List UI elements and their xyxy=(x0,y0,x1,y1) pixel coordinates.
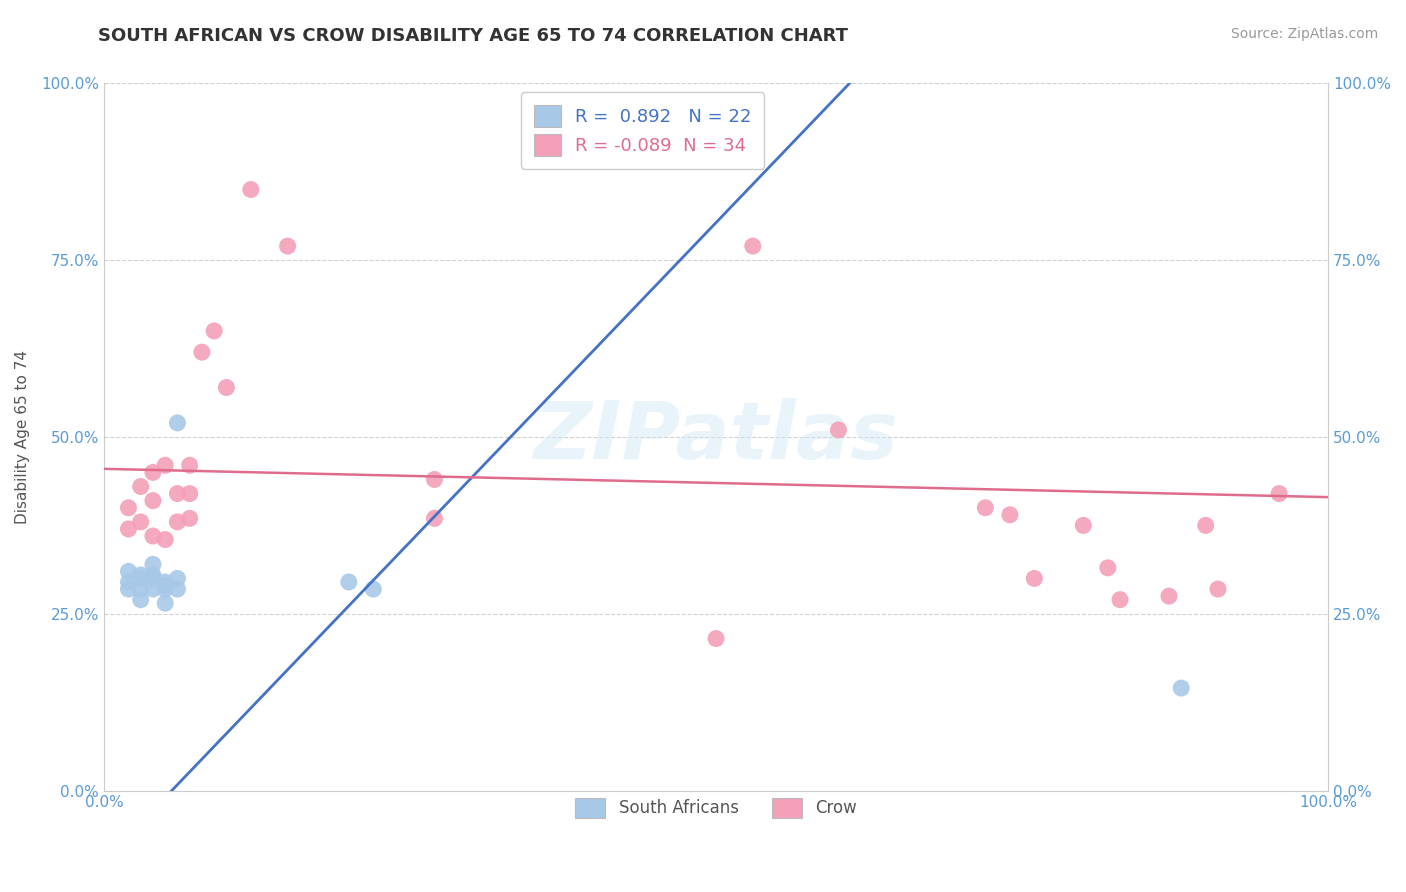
Point xyxy=(166,582,188,596)
Point xyxy=(153,574,176,589)
Point xyxy=(202,324,225,338)
Point xyxy=(1109,592,1132,607)
Point xyxy=(129,571,152,585)
Point xyxy=(129,479,152,493)
Point xyxy=(142,466,165,480)
Point xyxy=(704,632,727,646)
Point xyxy=(153,458,176,473)
Point xyxy=(1268,486,1291,500)
Point xyxy=(153,596,176,610)
Point xyxy=(361,582,384,596)
Point xyxy=(142,558,165,572)
Point xyxy=(1157,589,1180,603)
Point xyxy=(142,493,165,508)
Point xyxy=(142,529,165,543)
Point xyxy=(117,582,139,596)
Point xyxy=(142,568,165,582)
Point xyxy=(179,486,201,500)
Point xyxy=(166,515,188,529)
Point xyxy=(153,578,176,592)
Y-axis label: Disability Age 65 to 74: Disability Age 65 to 74 xyxy=(15,350,30,524)
Point xyxy=(741,239,763,253)
Point xyxy=(166,571,188,585)
Point xyxy=(215,380,238,394)
Point xyxy=(117,565,139,579)
Point xyxy=(423,511,446,525)
Point xyxy=(1195,518,1218,533)
Point xyxy=(1206,582,1229,596)
Point xyxy=(998,508,1021,522)
Point xyxy=(129,592,152,607)
Point xyxy=(142,571,165,585)
Point xyxy=(129,568,152,582)
Point xyxy=(277,239,299,253)
Point xyxy=(191,345,214,359)
Point xyxy=(153,582,176,596)
Point xyxy=(117,522,139,536)
Point xyxy=(142,571,165,585)
Point xyxy=(166,416,188,430)
Text: SOUTH AFRICAN VS CROW DISABILITY AGE 65 TO 74 CORRELATION CHART: SOUTH AFRICAN VS CROW DISABILITY AGE 65 … xyxy=(98,27,848,45)
Point xyxy=(827,423,849,437)
Point xyxy=(166,486,188,500)
Point xyxy=(239,182,262,196)
Point xyxy=(1097,561,1119,575)
Text: Source: ZipAtlas.com: Source: ZipAtlas.com xyxy=(1230,27,1378,41)
Point xyxy=(1024,571,1046,585)
Point xyxy=(1170,681,1192,695)
Point xyxy=(423,473,446,487)
Point xyxy=(117,574,139,589)
Legend: South Africans, Crow: South Africans, Crow xyxy=(568,791,863,825)
Point xyxy=(117,500,139,515)
Point xyxy=(974,500,997,515)
Point xyxy=(142,582,165,596)
Point xyxy=(129,582,152,596)
Point xyxy=(179,511,201,525)
Text: ZIPatlas: ZIPatlas xyxy=(533,398,898,476)
Point xyxy=(153,533,176,547)
Point xyxy=(179,458,201,473)
Point xyxy=(129,515,152,529)
Point xyxy=(337,574,360,589)
Point xyxy=(1071,518,1094,533)
